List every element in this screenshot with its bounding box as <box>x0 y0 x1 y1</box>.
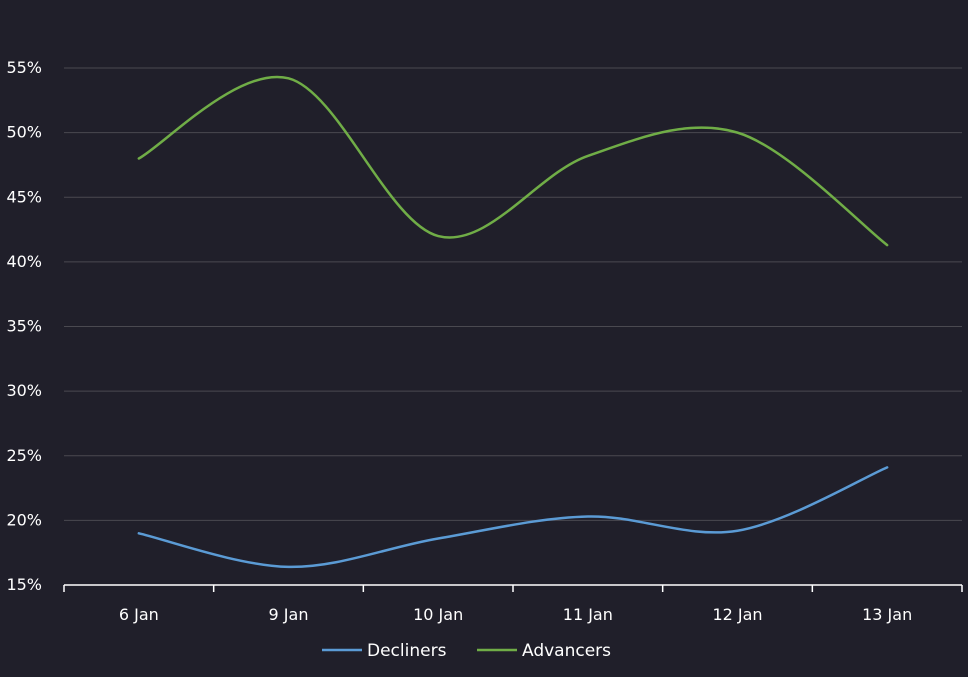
y-tick-label: 40% <box>6 252 42 271</box>
x-tick-label: 10 Jan <box>413 605 463 624</box>
series-line-decliners <box>137 466 889 569</box>
y-tick-label: 55% <box>6 58 42 77</box>
y-tick-label: 45% <box>6 187 42 206</box>
y-axis-tick-labels: 15% 20% 25% 30% 35% 40% 45% 50% 55% <box>6 58 42 594</box>
legend-label: Decliners <box>367 641 447 661</box>
x-tick-label: 6 Jan <box>119 605 159 624</box>
y-tick-label: 30% <box>6 381 42 400</box>
legend[interactable]: Decliners Advancers <box>322 641 611 661</box>
x-tick-label: 12 Jan <box>712 605 762 624</box>
series-lines <box>137 75 889 569</box>
x-tick-label: 11 Jan <box>563 605 613 624</box>
x-axis-tick-labels: 6 Jan 9 Jan 10 Jan 11 Jan 12 Jan 13 Jan <box>119 605 912 624</box>
y-tick-label: 35% <box>6 317 42 336</box>
legend-label: Advancers <box>522 641 611 661</box>
x-axis <box>63 584 963 592</box>
y-tick-label: 50% <box>6 123 42 142</box>
x-tick-label: 9 Jan <box>269 605 309 624</box>
gridlines <box>64 67 962 521</box>
series-line-advancers <box>137 75 889 247</box>
x-tick-label: 13 Jan <box>862 605 912 624</box>
y-tick-label: 25% <box>6 446 42 465</box>
y-tick-label: 15% <box>6 575 42 594</box>
legend-item-advancers[interactable]: Advancers <box>477 641 611 661</box>
legend-item-decliners[interactable]: Decliners <box>322 641 447 661</box>
y-tick-label: 20% <box>6 510 42 529</box>
